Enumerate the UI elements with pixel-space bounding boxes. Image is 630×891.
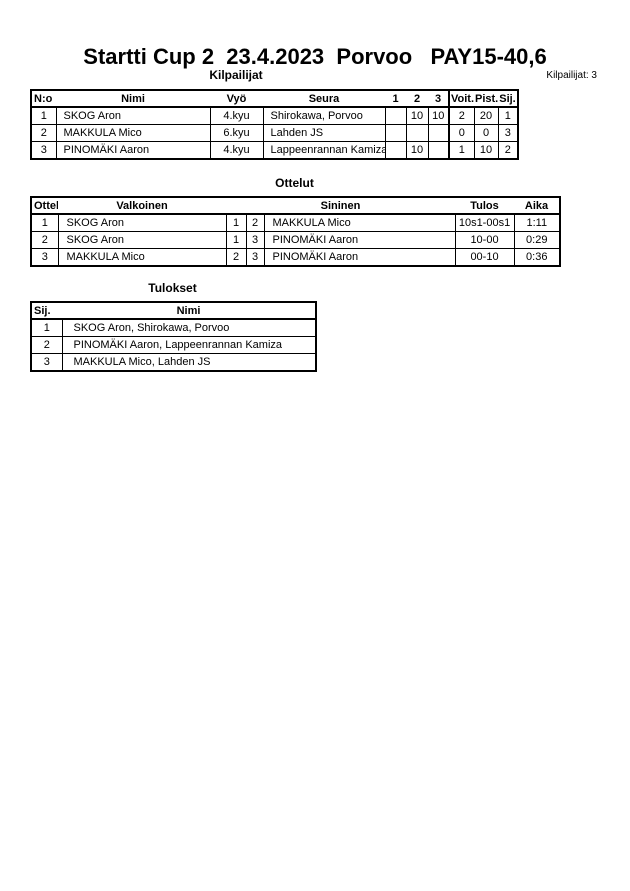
table-cell: 10: [405, 106, 429, 125]
table-cell: 4.kyu: [209, 141, 264, 160]
table-cell: 2: [497, 141, 519, 160]
column-header: N:o: [31, 90, 56, 108]
table-cell: 00-10: [454, 248, 515, 267]
table-cell: Lappeenrannan Kamiza: [262, 141, 386, 160]
table-cell: 10s1-00s1: [454, 213, 515, 232]
table-cell: [427, 141, 450, 160]
table-cell: 2: [30, 336, 63, 354]
table-cell: 1:11: [513, 213, 561, 232]
final-results-table: Sij. Nimi 1 SKOG Aron, Shirokawa, Porvoo 2 PI…: [30, 301, 317, 372]
table-cell: 1: [225, 231, 247, 249]
table-cell: PINOMÄKI Aaron: [263, 248, 456, 267]
table-row: 3 MAKKULA Mico 2 3 PINOMÄKI Aaron 00-10 0:36: [30, 248, 561, 267]
table-cell: 0: [473, 124, 499, 142]
table-cell: 6.kyu: [209, 124, 264, 142]
table-cell: 2: [245, 213, 265, 232]
section-heading-tulokset: Tulokset: [148, 281, 197, 295]
table-cell: MAKKULA Mico: [57, 248, 227, 267]
table-cell: 1: [30, 213, 59, 232]
table-cell: 4.kyu: [209, 106, 264, 125]
table-cell: 1: [225, 213, 247, 232]
table-row: 3 MAKKULA Mico, Lahden JS: [30, 353, 317, 372]
column-header: Seura: [263, 90, 385, 108]
table-cell: 20: [473, 106, 499, 125]
table-cell: [384, 141, 407, 160]
table-cell: 0:29: [513, 231, 561, 249]
column-header: Sininen: [226, 197, 456, 215]
table-cell: [427, 124, 450, 142]
section-heading-ottelut: Ottelut: [275, 176, 314, 190]
table-cell: PINOMÄKI Aaron: [263, 231, 456, 249]
table-cell: 0: [448, 124, 475, 142]
table-cell: 10: [405, 141, 429, 160]
table-row: 1 SKOG Aron, Shirokawa, Porvoo: [30, 318, 317, 337]
table-row: 3 PINOMÄKI Aaron 4.kyu Lappeenrannan Kamiza…: [30, 141, 519, 160]
table-cell: 3: [245, 248, 265, 267]
table-cell: 0:36: [513, 248, 561, 267]
table-cell: 2: [448, 106, 475, 125]
matches-table: OtteluValkoinenSininenTulosAika1SKOG Aro…: [30, 196, 562, 267]
table-cell: PINOMÄKI Aaron, Lappeenrannan Kamiza: [61, 336, 317, 354]
table-row: 1 SKOG Aron 1 2 MAKKULA Mico 10s1-00s1 1:11: [30, 213, 561, 232]
table-cell: SKOG Aron, Shirokawa, Porvoo: [61, 318, 317, 337]
table-row: 2 MAKKULA Mico 6.kyu Lahden JS 0 0 3: [30, 124, 519, 142]
table-cell: 1: [497, 106, 519, 125]
table-cell: PINOMÄKI Aaron: [55, 141, 211, 160]
table-row: 1 SKOG Aron 4.kyu Shirokawa, Porvoo 10 10 2 20 1: [30, 106, 519, 125]
table-cell: [405, 124, 429, 142]
table-header-row: Sij. Nimi: [31, 302, 316, 320]
column-header: Nimi: [56, 90, 210, 108]
table-cell: 3: [30, 248, 59, 267]
table-cell: 10: [473, 141, 499, 160]
table-row: 2 PINOMÄKI Aaron, Lappeenrannan Kamiza: [30, 336, 317, 354]
table-cell: [384, 106, 407, 125]
table-cell: 2: [30, 231, 59, 249]
column-header: 2: [406, 90, 428, 108]
competitors-count-label: Kilpailijat: 3: [546, 70, 597, 81]
table-cell: SKOG Aron: [57, 213, 227, 232]
table-cell: [384, 124, 407, 142]
table-cell: 10: [427, 106, 450, 125]
column-header: Tulos: [455, 197, 515, 215]
table-cell: 1: [448, 141, 475, 160]
page-title: Startti Cup 2 23.4.2023 Porvoo PAY15-40,…: [83, 44, 547, 69]
table-cell: 3: [30, 353, 63, 372]
column-header: Sij.: [498, 90, 518, 108]
competitors-table: N:o Nimi Vyö Seura 1 2 3 Voit. Pist. Sij. 1 SKOG Ar…: [30, 89, 519, 160]
table-cell: SKOG Aron: [55, 106, 211, 125]
column-header: Ottelu: [31, 197, 58, 215]
table-header-row: N:o Nimi Vyö Seura 1 2 3 Voit. Pist. Sij.: [31, 90, 518, 108]
column-header: Aika: [514, 197, 561, 215]
table-cell: 3: [497, 124, 519, 142]
table-row: 2 SKOG Aron 1 3 PINOMÄKI Aaron 10-00 0:29: [30, 231, 561, 249]
column-header: 1: [385, 90, 406, 108]
column-header: Valkoinen: [58, 197, 226, 215]
table-cell: 3: [245, 231, 265, 249]
table-cell: Shirokawa, Porvoo: [262, 106, 386, 125]
section-heading-kilpailijat: Kilpailijat: [209, 68, 263, 82]
table-cell: 3: [30, 141, 57, 160]
column-header: 3: [428, 90, 449, 108]
table-cell: SKOG Aron: [57, 231, 227, 249]
table-cell: 1: [30, 318, 63, 337]
table-cell: Lahden JS: [262, 124, 386, 142]
table-cell: 1: [30, 106, 57, 125]
table-cell: MAKKULA Mico: [263, 213, 456, 232]
table-cell: MAKKULA Mico: [55, 124, 211, 142]
column-header: Voit.: [448, 90, 474, 108]
table-header-row: OtteluValkoinenSininenTulosAika: [31, 197, 561, 215]
column-header: Nimi: [62, 302, 316, 320]
table-cell: MAKKULA Mico, Lahden JS: [61, 353, 317, 372]
column-header: Vyö: [210, 90, 263, 108]
column-header: Pist.: [474, 90, 498, 108]
table-cell: 2: [30, 124, 57, 142]
column-header: Sij.: [31, 302, 62, 320]
table-cell: 10-00: [454, 231, 515, 249]
table-cell: 2: [225, 248, 247, 267]
